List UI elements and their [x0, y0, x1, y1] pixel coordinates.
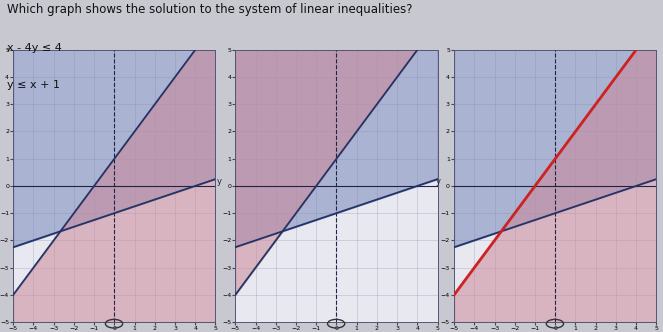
Y-axis label: y: y [436, 177, 440, 186]
Text: x - 4y ≤ 4: x - 4y ≤ 4 [7, 43, 62, 53]
Text: Which graph shows the solution to the system of linear inequalities?: Which graph shows the solution to the sy… [7, 3, 412, 16]
Y-axis label: y: y [217, 177, 221, 186]
Text: y ≤ x + 1: y ≤ x + 1 [7, 80, 60, 90]
